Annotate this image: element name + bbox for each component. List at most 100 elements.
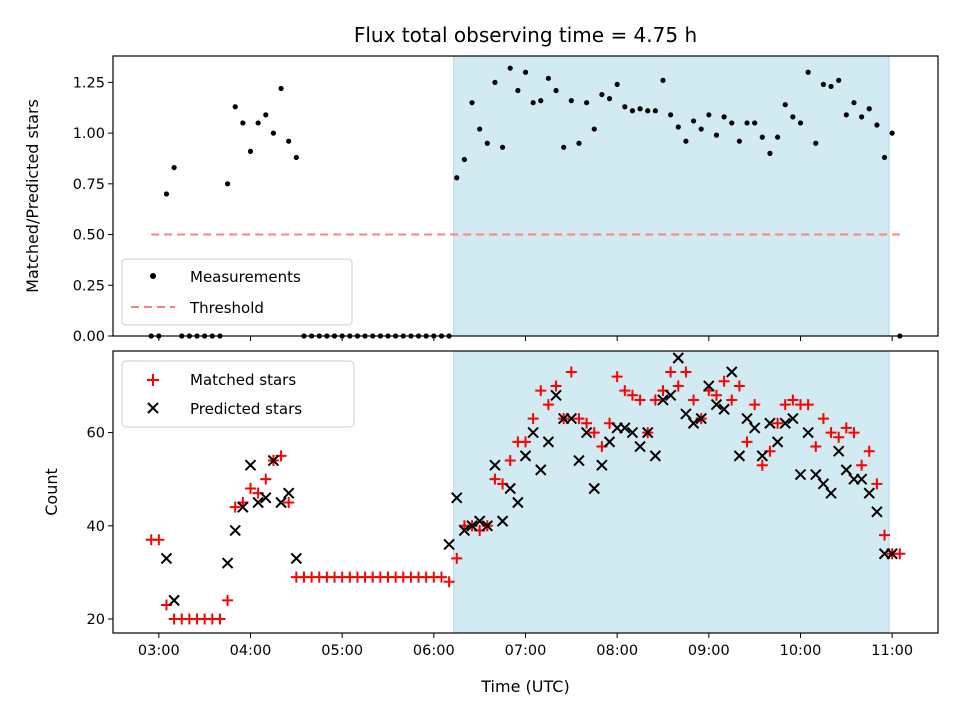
legend-measurements-label: Measurements: [190, 268, 301, 286]
predicted-star-point: [451, 492, 463, 504]
measurement-point: [859, 114, 865, 120]
measurement-point: [599, 91, 605, 98]
measurement-point: [698, 126, 704, 132]
predicted-star-point: [687, 417, 700, 429]
measurement-point: [278, 85, 284, 92]
measurement-point: [629, 108, 636, 114]
matched-star-point: [634, 394, 646, 406]
matched-star-point: [153, 534, 165, 546]
predicted-star-point: [260, 492, 272, 504]
measurement-point: [591, 126, 597, 132]
predicted-star-point: [771, 436, 784, 448]
matched-star-point: [856, 459, 868, 471]
predicted-star-point: [489, 459, 501, 471]
count-panel: 20 40 60 03:00 04:00 05:00 06:00 07:00 08:00 09:…: [42, 350, 939, 696]
matched-star-point: [581, 417, 593, 429]
matched-star-point: [787, 394, 799, 406]
measurement-point: [163, 191, 170, 197]
predicted-star-point: [473, 515, 486, 527]
matched-star-point: [817, 413, 829, 425]
matched-star-point: [229, 501, 241, 513]
measurement-point: [660, 77, 666, 83]
predicted-star-point: [657, 394, 669, 406]
measurement-point: [561, 144, 567, 150]
matched-star-point: [863, 445, 875, 457]
measurement-point: [713, 132, 720, 138]
measurement-point: [889, 130, 895, 136]
predicted-star-point: [649, 450, 662, 462]
measurement-point: [545, 75, 552, 81]
ratio-legend-box: [121, 258, 353, 326]
x-tick-label: 10:00: [780, 643, 822, 659]
ratio-y-tick-label: 0.00: [73, 329, 105, 345]
predicted-star-point: [168, 594, 180, 607]
predicted-star-point: [229, 524, 241, 537]
predicted-stars-series: [160, 352, 898, 607]
measurement-point: [576, 140, 582, 146]
matched-star-point: [680, 366, 692, 378]
measurement-point: [881, 154, 888, 161]
predicted-star-point: [825, 487, 837, 499]
measurement-point: [836, 77, 842, 83]
matched-star-point: [779, 399, 791, 411]
count-legend: Matched stars Predicted stars: [121, 360, 355, 428]
count-x-ticks: 03:00 04:00 05:00 06:00 07:00 08:00 09:00 10:00…: [138, 633, 913, 659]
predicted-star-point: [703, 380, 715, 392]
measurement-point: [584, 100, 590, 106]
predicted-star-point: [221, 557, 234, 569]
predicted-star-point: [550, 389, 562, 401]
predicted-star-point: [733, 450, 746, 462]
matched-star-point: [756, 459, 768, 471]
predicted-star-point: [527, 426, 539, 439]
matched-star-point: [741, 436, 753, 448]
predicted-star-point: [252, 496, 264, 509]
shaded-region: [453, 56, 890, 336]
predicted-star-point: [756, 450, 769, 462]
predicted-star-point: [596, 459, 608, 471]
predicted-star-point: [779, 417, 791, 429]
measurement-point: [270, 130, 277, 136]
predicted-star-point: [443, 538, 455, 551]
predicted-star-point: [512, 496, 524, 509]
predicted-star-point: [282, 487, 295, 499]
measurements-series: [148, 65, 903, 339]
predicted-star-point: [466, 520, 478, 532]
ratio-legend: Measurements Threshold: [121, 258, 353, 326]
count-y-tick-label: 20: [87, 612, 105, 628]
predicted-star-point: [290, 552, 303, 565]
measurement-point: [522, 69, 529, 75]
predicted-star-point: [481, 520, 494, 532]
matched-star-point: [810, 441, 822, 453]
matched-star-point: [283, 496, 295, 508]
measurement-point: [454, 175, 460, 181]
measurement-point: [782, 102, 788, 108]
predicted-star-point: [794, 468, 807, 481]
measurement-point: [706, 112, 712, 118]
measurement-point: [255, 120, 261, 126]
x-tick-label: 11:00: [871, 643, 913, 659]
predicted-star-point: [802, 426, 814, 439]
predicted-star-point: [718, 403, 730, 415]
predicted-star-point: [619, 422, 631, 434]
measurement-point: [232, 104, 238, 110]
matched-star-point: [626, 389, 638, 401]
measurement-point: [797, 120, 804, 126]
measurement-point: [515, 87, 521, 94]
predicted-star-point: [519, 450, 532, 462]
measurement-point: [606, 96, 613, 102]
matched-star-point: [527, 413, 539, 425]
predicted-star-point: [573, 454, 585, 467]
legend-measurements-marker: [150, 273, 156, 279]
measurement-point: [752, 120, 758, 126]
ratio-y-ticks: 0.00 0.25 0.50 0.75 1.00 1.25: [73, 75, 113, 345]
measurement-point: [759, 134, 765, 140]
matched-star-point: [588, 427, 600, 439]
predicted-star-point: [787, 412, 799, 425]
ratio-panel: 0.00 0.25 0.50 0.75 1.00 1.25 Flux total obse…: [23, 23, 939, 345]
matched-star-point: [245, 483, 256, 495]
ratio-y-tick-label: 0.50: [73, 228, 105, 244]
x-tick-label: 04:00: [230, 643, 272, 659]
measurement-point: [744, 120, 750, 126]
measurement-point: [721, 114, 727, 120]
measurement-point: [675, 124, 681, 130]
